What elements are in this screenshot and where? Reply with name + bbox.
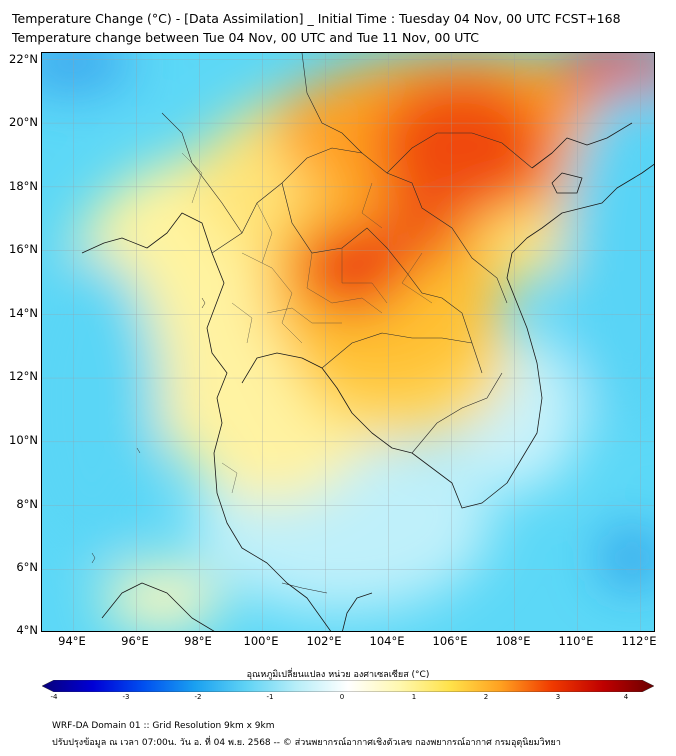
update-credit: ปรับปรุงข้อมูล ณ เวลา 07:00น. วัน อ. ที่… bbox=[52, 738, 561, 748]
border-thailand-laos bbox=[281, 182, 483, 374]
lat-label-22n: 22°N bbox=[9, 52, 38, 66]
lat-label-16n: 16°N bbox=[9, 242, 38, 256]
province-line bbox=[266, 307, 342, 324]
lat-label-12n: 12°N bbox=[9, 369, 38, 383]
lon-label-104e: 104°E bbox=[369, 634, 405, 648]
lon-label-100e: 100°E bbox=[243, 634, 279, 648]
hot-bridge bbox=[372, 188, 462, 268]
colorbar-tick: -1 bbox=[266, 693, 274, 701]
lon-label-106e: 106°E bbox=[432, 634, 468, 648]
map-subtitle: Temperature change between Tue 04 Nov, 0… bbox=[12, 30, 480, 45]
graticule bbox=[42, 53, 654, 631]
cold-zone-andaman bbox=[42, 253, 162, 553]
lon-label-96e: 96°E bbox=[121, 634, 149, 648]
lat-label-18n: 18°N bbox=[9, 179, 38, 193]
cold-zone-east bbox=[562, 83, 654, 423]
border-myanmar-west bbox=[161, 112, 243, 234]
island-mark bbox=[136, 447, 141, 454]
lat-label-20n: 20°N bbox=[9, 115, 38, 129]
coast-gulf-thailand bbox=[241, 352, 413, 454]
province-line bbox=[231, 302, 253, 344]
cold-spot-scs bbox=[602, 530, 654, 586]
coast-myanmar-peninsula bbox=[81, 212, 332, 631]
province-borders bbox=[181, 152, 433, 494]
colorbar-tick: -2 bbox=[194, 693, 202, 701]
lon-label-102e: 102°E bbox=[306, 634, 342, 648]
lon-label-112e: 112°E bbox=[621, 634, 657, 648]
province-line bbox=[181, 152, 203, 204]
rivers-islands bbox=[91, 297, 206, 564]
lon-label-94e: 94°E bbox=[58, 634, 86, 648]
border-china-myanmar bbox=[301, 53, 363, 154]
temperature-field bbox=[42, 53, 654, 631]
lon-label-98e: 98°E bbox=[184, 634, 212, 648]
province-line bbox=[401, 252, 433, 304]
hot-core-north bbox=[377, 78, 547, 218]
cold-spot-bengal bbox=[42, 53, 132, 93]
border-cambodia-vietnam bbox=[411, 372, 503, 454]
coast-hainan bbox=[551, 172, 583, 194]
lat-label-8n: 8°N bbox=[16, 497, 38, 511]
lat-label-10n: 10°N bbox=[9, 433, 38, 447]
border-thai-malaysia bbox=[281, 582, 328, 594]
coast-sumatra bbox=[101, 582, 215, 631]
colorbar-tick: 2 bbox=[483, 693, 489, 701]
province-line bbox=[306, 252, 383, 314]
coastlines bbox=[81, 122, 654, 631]
lon-label-108e: 108°E bbox=[495, 634, 531, 648]
coast-vietnam bbox=[411, 163, 654, 509]
colorbar-tick: -4 bbox=[50, 693, 58, 701]
border-china-vietnam bbox=[386, 132, 533, 174]
colorbar-fill bbox=[42, 680, 654, 692]
province-line bbox=[341, 248, 388, 304]
colorbar-tick: 3 bbox=[555, 693, 561, 701]
map-canvas bbox=[42, 53, 654, 631]
lat-label-14n: 14°N bbox=[9, 306, 38, 320]
colorbar-tick: 1 bbox=[411, 693, 417, 701]
model-info: WRF-DA Domain 01 :: Grid Resolution 9km … bbox=[52, 721, 275, 731]
national-borders bbox=[161, 53, 533, 594]
border-laos bbox=[211, 147, 508, 304]
island-mark bbox=[201, 297, 206, 309]
border-cambodia-north bbox=[321, 332, 473, 369]
province-line bbox=[221, 462, 238, 494]
province-line bbox=[361, 182, 383, 229]
lat-label-4n: 4°N bbox=[16, 623, 38, 637]
colorbar-tick: 0 bbox=[339, 693, 345, 701]
colorbar bbox=[42, 680, 654, 692]
coast-malay-tip bbox=[342, 592, 373, 631]
temperature-change-map bbox=[41, 52, 655, 632]
lon-label-110e: 110°E bbox=[558, 634, 594, 648]
colorbar-tick: 4 bbox=[623, 693, 629, 701]
lat-label-6n: 6°N bbox=[16, 560, 38, 574]
colorbar-tick: -3 bbox=[122, 693, 130, 701]
province-line bbox=[256, 202, 273, 264]
map-title: Temperature Change (°C) - [Data Assimila… bbox=[12, 11, 621, 26]
mild-zone-sumatra bbox=[102, 563, 222, 631]
colorbar-title: อุณหภูมิเปลี่ยนแปลง หน่วย องศาเซลเซียส (… bbox=[246, 670, 430, 680]
coast-gulf-tonkin bbox=[531, 122, 633, 169]
island-mark bbox=[91, 552, 96, 564]
